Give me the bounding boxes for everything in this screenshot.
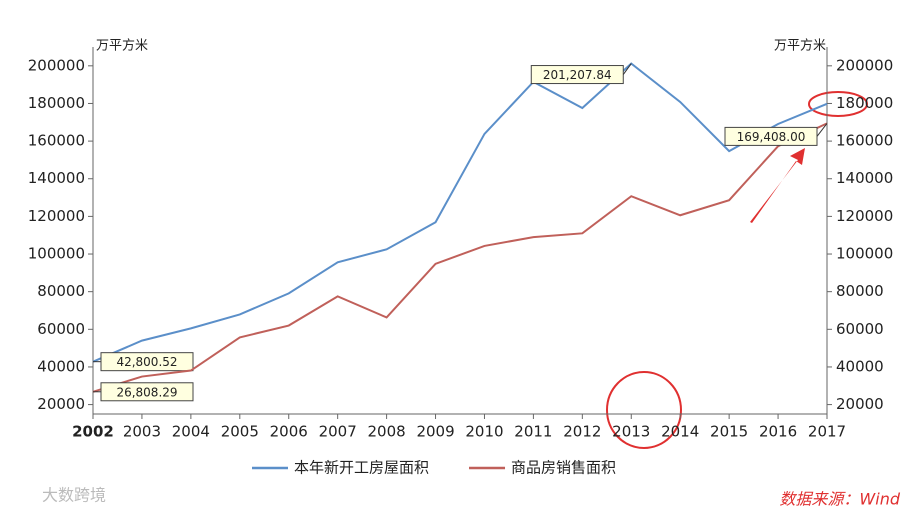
watermark: 大数跨境 bbox=[42, 486, 106, 505]
x-tick-label: 2011 bbox=[514, 423, 552, 441]
y2-tick-label: 200000 bbox=[836, 56, 893, 74]
x-tick-label: 2013 bbox=[612, 423, 650, 441]
y2-tick-label: 80000 bbox=[836, 282, 884, 300]
value-label-box bbox=[530, 65, 624, 85]
value-label-box bbox=[100, 352, 194, 372]
y-tick-label: 40000 bbox=[37, 357, 85, 375]
y2-tick-label: 100000 bbox=[836, 245, 893, 263]
value-label: 26,808.29 bbox=[116, 385, 177, 399]
annotation-circle bbox=[808, 91, 868, 117]
x-tick-label: 2003 bbox=[123, 423, 161, 441]
source: 数据来源：Wind bbox=[779, 490, 900, 509]
y-tick-label: 160000 bbox=[28, 132, 85, 150]
x-tick-label: 2009 bbox=[416, 423, 454, 441]
x-tick-label: 2008 bbox=[368, 423, 406, 441]
y2-tick-label: 140000 bbox=[836, 169, 893, 187]
x-tick-label: 2012 bbox=[563, 423, 601, 441]
legend-label: 商品房销售面积 bbox=[511, 459, 616, 477]
label-pointer bbox=[622, 63, 632, 75]
x-tick-label: 2015 bbox=[710, 423, 748, 441]
value-label: 201,207.84 bbox=[543, 68, 612, 82]
annotation-arrow bbox=[750, 148, 805, 223]
x-tick-label: 2004 bbox=[172, 423, 210, 441]
legend-label: 本年新开工房屋面积 bbox=[294, 459, 429, 477]
y2-tick-label: 20000 bbox=[836, 395, 884, 413]
value-label: 169,408.00 bbox=[737, 130, 806, 144]
y-tick-label: 100000 bbox=[28, 245, 85, 263]
y2-tick-label: 160000 bbox=[836, 132, 893, 150]
series-line bbox=[92, 62, 828, 363]
y-axis-label: 万平方米 bbox=[96, 38, 148, 54]
y2-tick-label: 180000 bbox=[836, 94, 893, 112]
label-pointer bbox=[816, 123, 828, 137]
annotation-circle bbox=[606, 371, 682, 449]
x-tick-label: 2006 bbox=[270, 423, 308, 441]
y2-tick-label: 40000 bbox=[836, 357, 884, 375]
y2-tick-label: 60000 bbox=[836, 320, 884, 338]
x-tick-label: 2016 bbox=[759, 423, 797, 441]
value-label: 42,800.52 bbox=[116, 355, 177, 369]
y2-axis-label: 万平方米 bbox=[774, 38, 826, 54]
y-tick-label: 180000 bbox=[28, 94, 85, 112]
y2-tick-label: 120000 bbox=[836, 207, 893, 225]
x-tick-label: 2014 bbox=[661, 423, 699, 441]
y-tick-label: 80000 bbox=[37, 282, 85, 300]
x-tick-label: 2010 bbox=[465, 423, 503, 441]
value-label-box bbox=[724, 126, 818, 146]
x-tick-label: 2017 bbox=[808, 423, 846, 441]
y-tick-label: 120000 bbox=[28, 207, 85, 225]
y-tick-label: 60000 bbox=[37, 320, 85, 338]
value-label-box bbox=[100, 382, 194, 402]
x-tick-label: 2002 bbox=[72, 423, 114, 441]
series-line bbox=[92, 122, 828, 393]
x-tick-label: 2005 bbox=[221, 423, 259, 441]
y-tick-label: 20000 bbox=[37, 395, 85, 413]
y-tick-label: 200000 bbox=[28, 56, 85, 74]
x-tick-label: 2007 bbox=[319, 423, 357, 441]
y-tick-label: 140000 bbox=[28, 169, 85, 187]
